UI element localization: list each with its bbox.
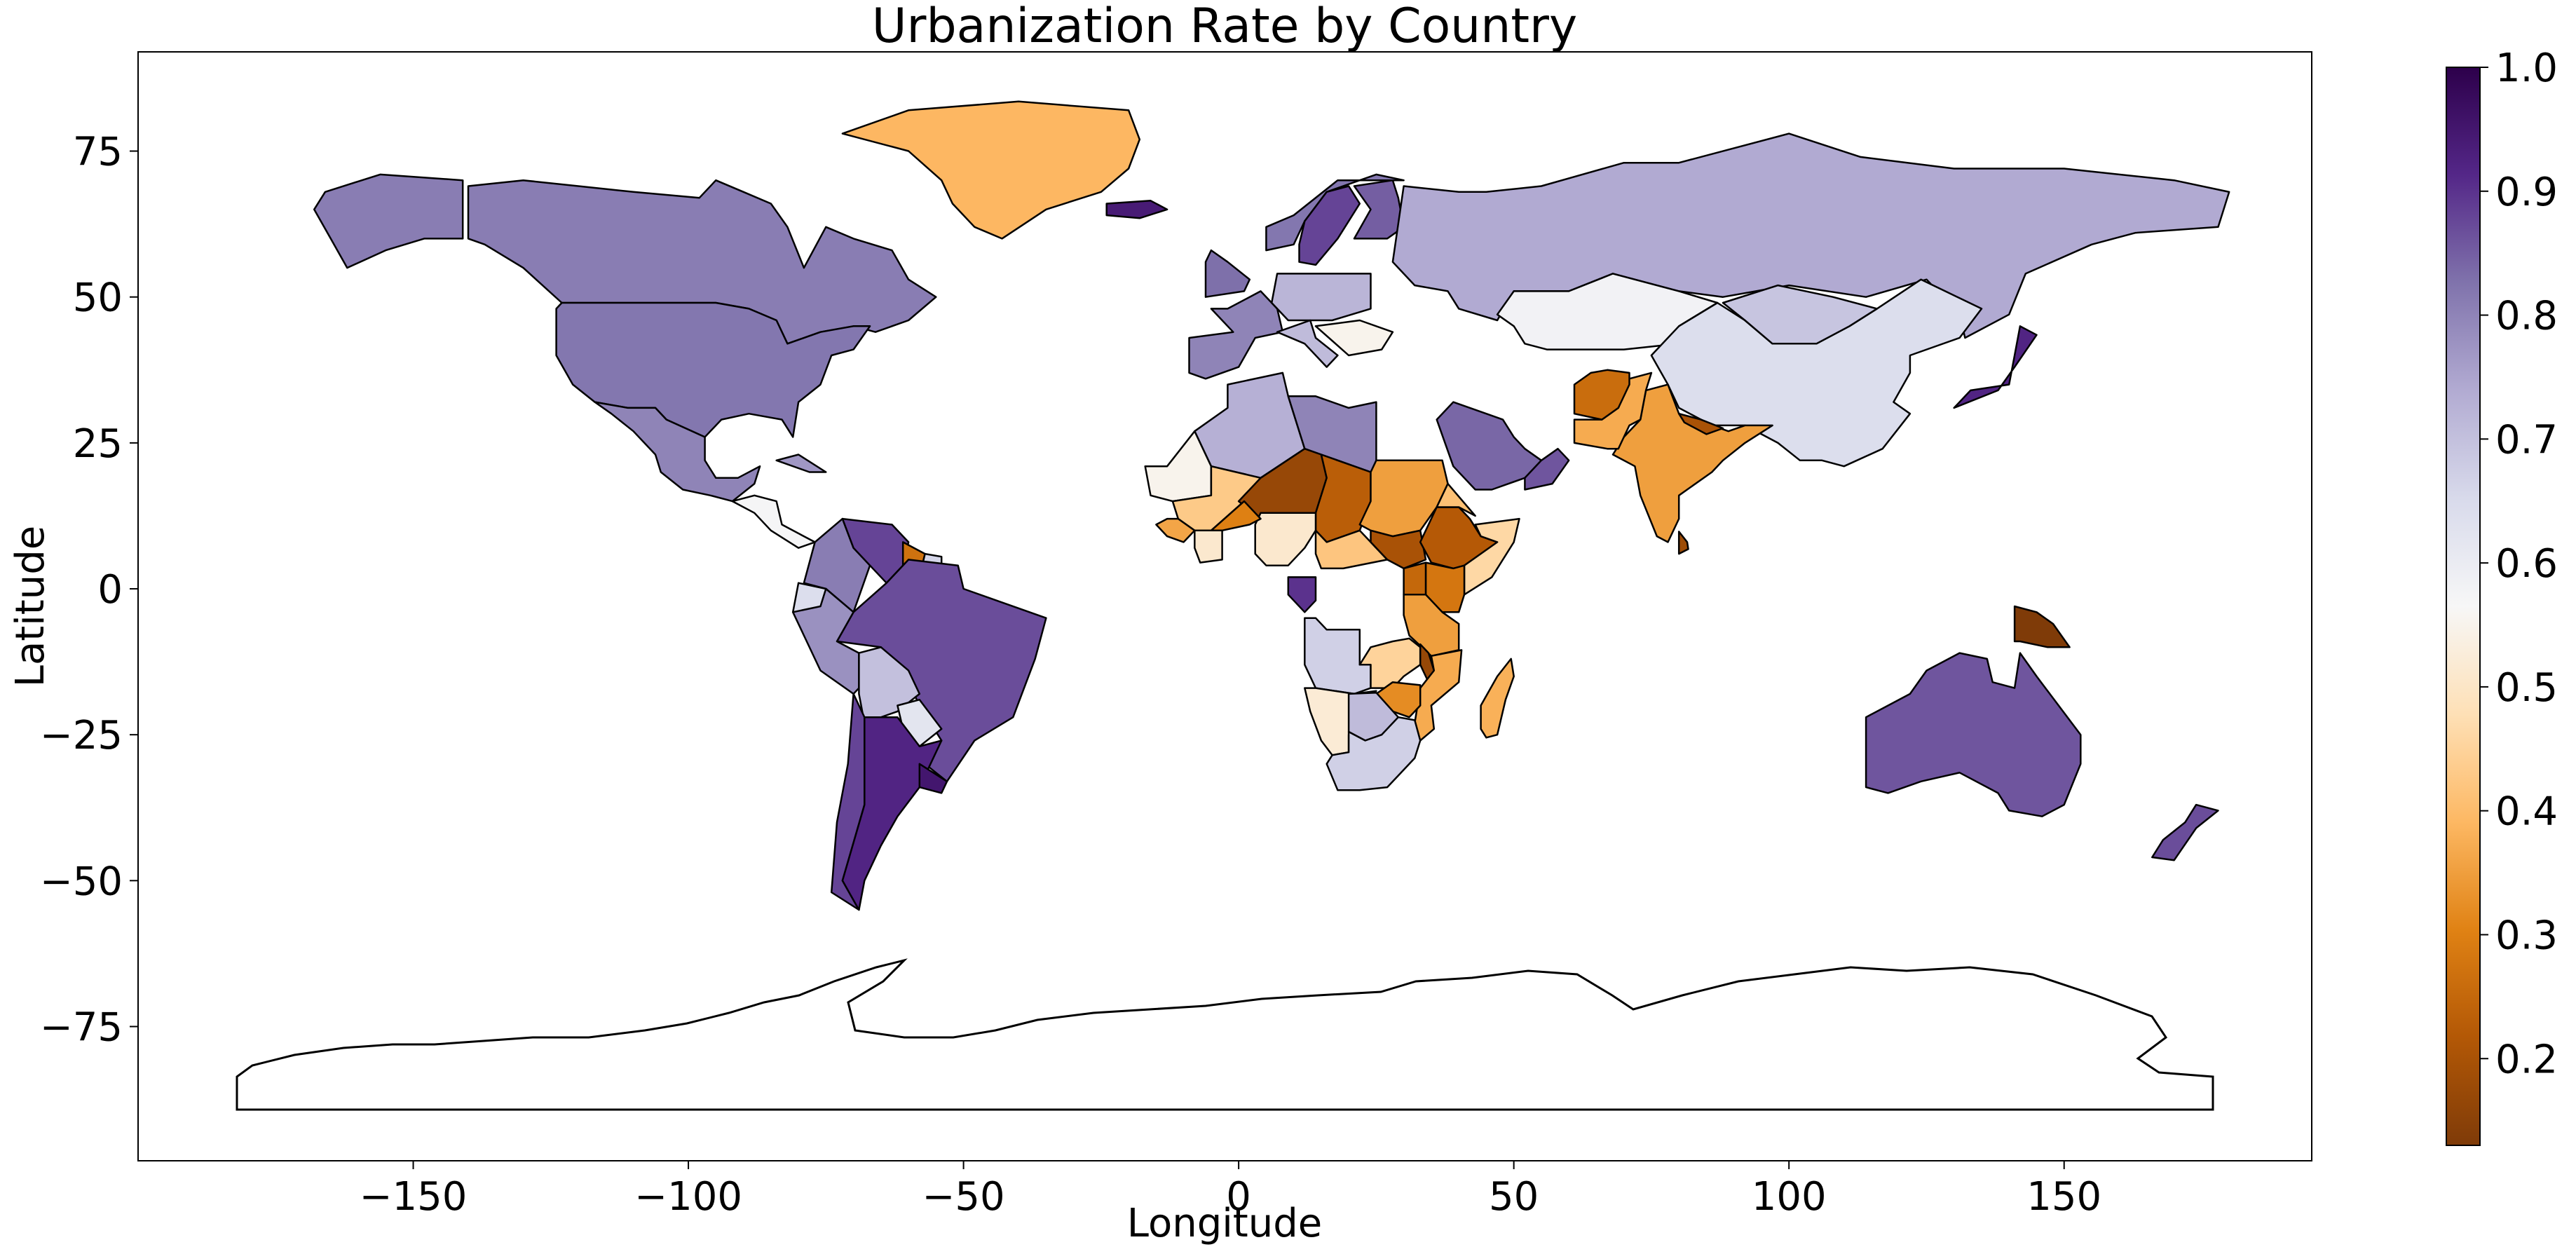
colorbar-tick-label: 0.4	[2495, 789, 2558, 835]
antarctica-landmass	[236, 958, 2214, 1111]
country-japan	[1953, 325, 2038, 409]
country-argentina	[841, 716, 943, 911]
country-car	[1314, 529, 1389, 570]
y-tick-label: −75	[40, 1004, 123, 1050]
country-central-america	[731, 494, 816, 549]
country-pakistan	[1573, 372, 1653, 450]
x-tick-label: −150	[360, 1174, 468, 1220]
country-mozambique	[1414, 649, 1463, 742]
country-balkans	[1314, 319, 1394, 357]
country-italy	[1276, 319, 1339, 368]
colorbar-tick-label: 0.5	[2495, 665, 2558, 711]
country-afghanistan	[1573, 369, 1630, 421]
country-madagascar	[1480, 657, 1515, 739]
country-nepal	[1677, 412, 1724, 435]
country-saudi-arabia	[1436, 401, 1543, 491]
y-tick-label: 75	[73, 130, 123, 175]
y-tick-label: 25	[73, 421, 123, 467]
country-south-africa	[1326, 716, 1422, 791]
x-tick-label: 100	[1752, 1174, 1827, 1220]
y-tick-label: 0	[97, 567, 123, 613]
x-tick-label: −50	[922, 1174, 1005, 1220]
country-alaska	[313, 173, 464, 269]
country-western-europe	[1188, 290, 1284, 380]
country-mexico	[594, 401, 761, 503]
country-australia	[1865, 652, 2082, 817]
country-new-zealand	[2151, 803, 2219, 861]
country-cote-d-ivoire	[1194, 529, 1223, 564]
country-iceland	[1105, 200, 1168, 219]
colorbar-ticks: 0.2 0.3 0.4 0.5 0.6 0.7 0.8 0.9 1.0	[2480, 46, 2558, 1082]
country-south-sudan	[1370, 529, 1427, 570]
y-axis-ticks: 75 50 25 0 −25 −50 −75	[40, 130, 138, 1050]
country-norway	[1265, 173, 1405, 252]
y-axis-label: Latitude	[8, 526, 53, 687]
colorbar-tick-label: 0.9	[2495, 170, 2558, 215]
country-eritrea	[1436, 482, 1476, 517]
x-tick-label: 50	[1489, 1174, 1539, 1220]
country-sri-lanka	[1677, 531, 1689, 555]
country-gabon	[1287, 576, 1317, 613]
map-layer	[236, 100, 2230, 1111]
chart-title: Urbanization Rate by Country	[872, 0, 1578, 54]
country-sweden	[1298, 185, 1361, 266]
x-tick-label: 0	[1226, 1174, 1251, 1220]
x-tick-label: 150	[2026, 1174, 2101, 1220]
country-uk	[1204, 249, 1251, 298]
x-axis-label: Longitude	[1127, 1201, 1323, 1246]
colorbar-tick-label: 0.8	[2495, 294, 2558, 339]
country-somalia	[1463, 517, 1520, 596]
country-greenland	[841, 100, 1141, 240]
x-tick-label: −100	[634, 1174, 742, 1220]
colorbar-tick-label: 0.7	[2495, 417, 2558, 463]
colorbar	[2446, 67, 2481, 1146]
country-mongolia	[1722, 284, 1879, 345]
country-cuba	[775, 454, 827, 473]
country-oman	[1524, 447, 1570, 491]
country-papua-new-guinea	[2013, 605, 2071, 648]
x-axis-ticks: −150 −100 −50 0 50 100 150	[360, 1161, 2101, 1220]
y-tick-label: −50	[40, 859, 123, 904]
colorbar-tick-label: 0.2	[2495, 1037, 2558, 1082]
country-finland	[1353, 179, 1405, 240]
country-central-europe	[1270, 273, 1372, 322]
y-tick-label: −25	[40, 713, 123, 758]
colorbar-tick-label: 0.6	[2495, 541, 2558, 587]
colorbar-tick-label: 1.0	[2495, 46, 2558, 91]
country-uganda	[1403, 561, 1427, 596]
country-ecuador	[791, 582, 827, 613]
colorbar-tick-label: 0.3	[2495, 913, 2558, 958]
country-uruguay	[918, 763, 948, 794]
y-tick-label: 50	[73, 275, 123, 321]
